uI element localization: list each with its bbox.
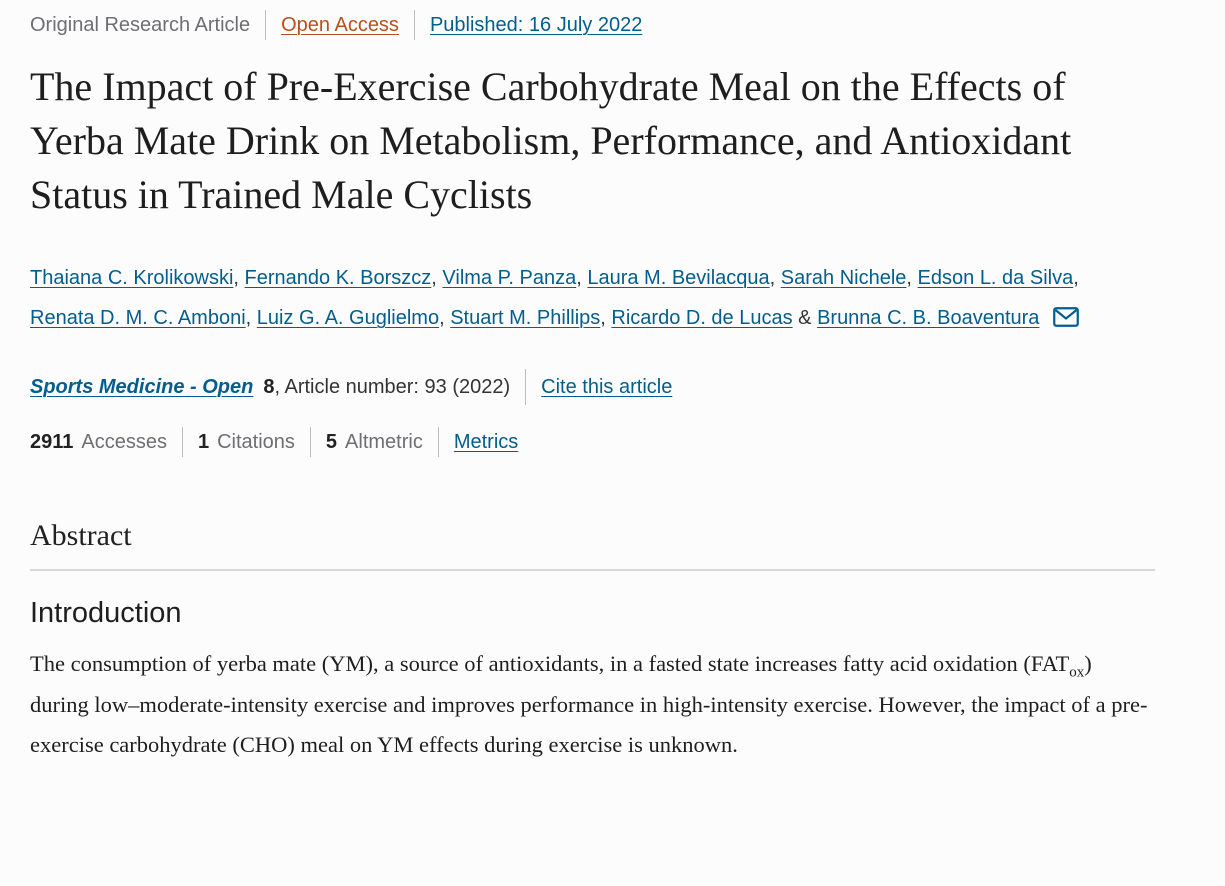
separator <box>265 10 267 40</box>
metrics-link[interactable]: Metrics <box>453 430 519 453</box>
altmetric-label: Altmetric <box>345 430 423 453</box>
separator <box>181 427 183 457</box>
article-number-text: , Article number: 93 (2022) <box>274 375 511 398</box>
citations-label: Citations <box>217 430 295 453</box>
author-separator: , <box>233 267 245 289</box>
author-link[interactable]: Luiz G. A. Guglielmo <box>256 307 440 329</box>
journal-row: Sports Medicine - Open 8 , Article numbe… <box>30 369 1155 405</box>
author-link[interactable]: Ricardo D. de Lucas <box>611 307 793 329</box>
author-separator: , <box>600 307 612 329</box>
article-type-label: Original Research Article <box>30 13 251 36</box>
journal-volume: 8 <box>263 375 275 398</box>
open-access-link[interactable]: Open Access <box>281 13 399 36</box>
author-separator: , <box>1073 267 1079 289</box>
paragraph-text: The consumption of yerba mate (YM), a so… <box>30 651 1070 676</box>
author-link[interactable]: Edson L. da Silva <box>917 267 1074 289</box>
separator <box>525 369 527 405</box>
separator <box>309 427 311 457</box>
author-separator: , <box>769 267 781 289</box>
author-link[interactable]: Fernando K. Borszcz <box>244 267 432 289</box>
author-separator: , <box>906 267 918 289</box>
author-links: Thaiana C. Krolikowski, Fernando K. Bors… <box>30 267 1079 329</box>
introduction-heading: Introduction <box>30 597 182 629</box>
article-title: The Impact of Pre-Exercise Carbohydrate … <box>30 64 1072 217</box>
corresponding-author-email-link[interactable] <box>1053 307 1079 332</box>
author-separator: , <box>431 267 443 289</box>
author-link[interactable]: Laura M. Bevilacqua <box>587 267 770 289</box>
published-date-link[interactable]: Published: 16 July 2022 <box>429 13 643 36</box>
introduction-paragraph: The consumption of yerba mate (YM), a so… <box>30 644 1155 766</box>
subscript-ox: ox <box>1069 664 1085 681</box>
author-link[interactable]: Sarah Nichele <box>780 267 907 289</box>
accesses-count: 2911 <box>30 430 74 453</box>
article-meta-row: Original Research Article Open Access Pu… <box>30 10 1155 40</box>
author-separator: & <box>792 307 818 329</box>
author-separator: , <box>245 307 257 329</box>
paragraph-text: ) during low–moderate-intensity exercise… <box>30 651 1148 757</box>
cite-this-article-link[interactable]: Cite this article <box>541 375 673 398</box>
author-separator: , <box>439 307 451 329</box>
author-link[interactable]: Brunna C. B. Boaventura <box>817 307 1040 329</box>
author-list: Thaiana C. Krolikowski, Fernando K. Bors… <box>30 258 1155 341</box>
metrics-row: 2911 Accesses 1 Citations 5 Altmetric Me… <box>30 427 1155 457</box>
abstract-heading: Abstract <box>30 519 132 552</box>
envelope-icon <box>1053 307 1079 327</box>
accesses-label: Accesses <box>81 430 167 453</box>
journal-title-link[interactable]: Sports Medicine - Open <box>30 375 254 398</box>
citations-count: 1 <box>197 430 210 453</box>
section-divider <box>30 569 1155 571</box>
author-link[interactable]: Renata D. M. C. Amboni <box>30 307 246 329</box>
author-separator: , <box>576 267 588 289</box>
author-link[interactable]: Stuart M. Phillips <box>450 307 601 329</box>
author-link[interactable]: Thaiana C. Krolikowski <box>30 267 234 289</box>
separator <box>413 10 415 40</box>
separator <box>437 427 439 457</box>
altmetric-count: 5 <box>325 430 338 453</box>
author-link[interactable]: Vilma P. Panza <box>442 267 577 289</box>
